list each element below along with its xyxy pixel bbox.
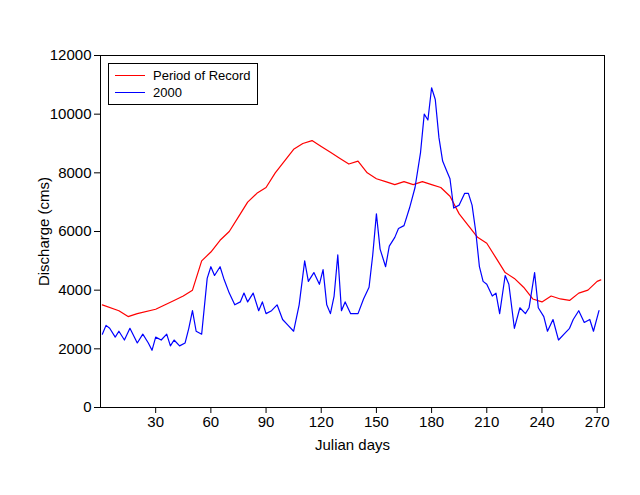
svg-text:270: 270: [585, 413, 610, 430]
svg-text:240: 240: [529, 413, 554, 430]
svg-text:180: 180: [419, 413, 444, 430]
svg-text:30: 30: [147, 413, 164, 430]
svg-text:150: 150: [364, 413, 389, 430]
html-text:2000: 2000: [153, 85, 182, 100]
svg-text:2000: 2000: [58, 340, 91, 357]
svg-text:0: 0: [83, 398, 91, 415]
svg-text:60: 60: [203, 413, 220, 430]
svg-text:6000: 6000: [58, 222, 91, 239]
svg-text:90: 90: [258, 413, 275, 430]
svg-text:12000: 12000: [50, 46, 92, 63]
svg-text:210: 210: [474, 413, 499, 430]
svg-text:10000: 10000: [50, 105, 92, 122]
svg-text:4000: 4000: [58, 281, 91, 298]
html-text:Period of Record: Period of Record: [153, 68, 251, 83]
svg-text:Julian days: Julian days: [315, 436, 390, 453]
svg-text:120: 120: [309, 413, 334, 430]
svg-text:8000: 8000: [58, 164, 91, 181]
svg-text:Discharge (cms): Discharge (cms): [35, 177, 52, 286]
